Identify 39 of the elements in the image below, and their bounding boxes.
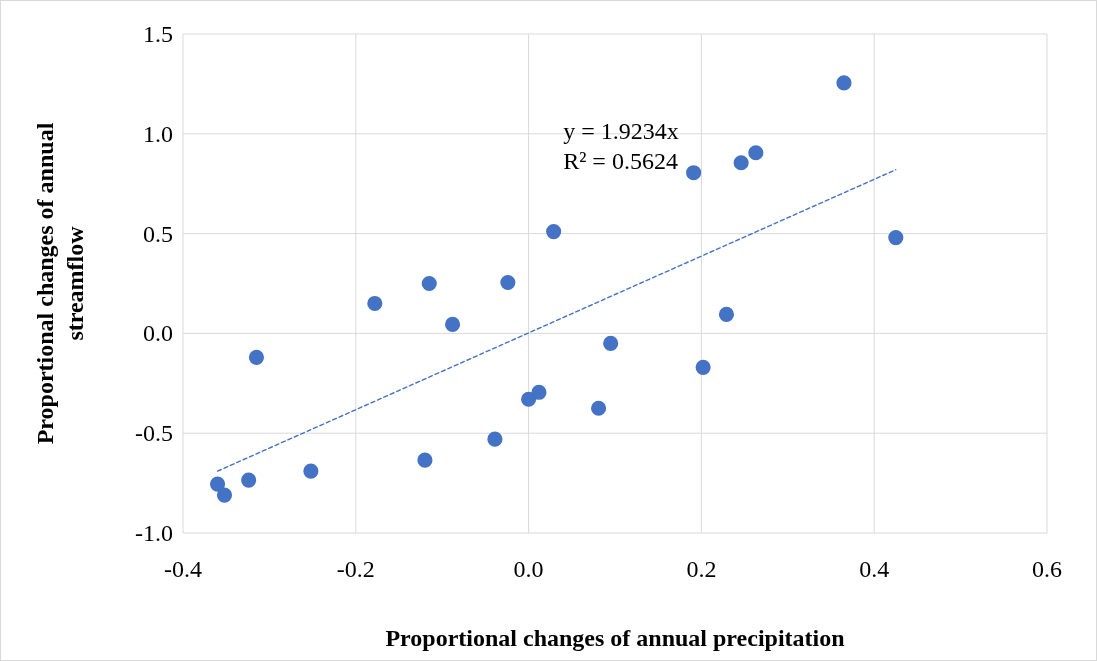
y-tick-label: -1.0	[135, 520, 173, 546]
x-tick-label: -0.4	[164, 556, 202, 582]
point	[718, 306, 735, 322]
x-tick-label: 0.4	[859, 556, 890, 582]
point	[603, 335, 619, 351]
point	[487, 431, 503, 447]
annotation: R² = 0.5624	[563, 147, 678, 174]
point	[521, 391, 537, 407]
point	[241, 472, 257, 488]
point	[591, 400, 607, 416]
y-axis-title: Proportional changes of annual streamflow	[32, 122, 88, 445]
point	[303, 463, 319, 479]
point	[209, 476, 226, 492]
point	[546, 224, 562, 240]
point	[686, 165, 702, 181]
point	[445, 316, 461, 332]
point	[248, 349, 265, 365]
x-tick-label: 0.6	[1032, 556, 1062, 582]
y-tick-label: -0.5	[135, 420, 173, 447]
point	[733, 155, 749, 171]
point	[417, 452, 433, 468]
point	[695, 359, 711, 375]
point	[421, 275, 437, 292]
point	[748, 145, 764, 161]
point	[500, 274, 516, 291]
x-axis-title: Proportional changes of annual precipitation	[385, 625, 845, 651]
y-tick-label: 1.0	[143, 120, 173, 147]
y-tick-label: 0.0	[143, 320, 173, 347]
point	[531, 384, 547, 400]
y-tick-label: 0.5	[143, 220, 173, 247]
point	[216, 487, 233, 503]
x-tick-label: 0.2	[686, 556, 717, 582]
point	[888, 230, 904, 246]
x-tick-label: -0.2	[336, 556, 375, 582]
point	[836, 75, 852, 91]
x-tick-label: 0.0	[513, 556, 544, 582]
annotation: y = 1.9234x	[563, 117, 679, 144]
y-tick-label: 1.5	[143, 21, 173, 47]
point	[367, 295, 383, 312]
